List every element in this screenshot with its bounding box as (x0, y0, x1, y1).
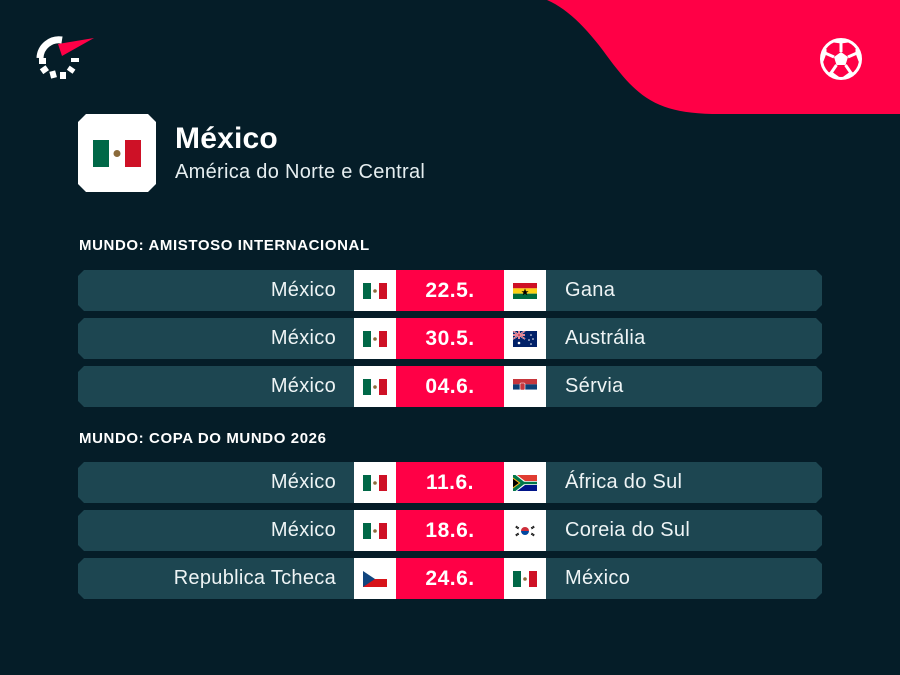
away-team: Coreia do Sul (546, 510, 822, 551)
competition-title: MUNDO: COPA DO MUNDO 2026 (79, 430, 327, 447)
away-team: Austrália (546, 318, 822, 359)
home-flag-cell (354, 510, 396, 551)
match-row[interactable]: México 18.6. Coreia do Sul (78, 510, 822, 551)
mexico-flag-icon (363, 378, 387, 395)
home-team: Republica Tcheca (78, 558, 354, 599)
soccer-ball-icon[interactable] (819, 37, 863, 81)
home-flag-cell (354, 366, 396, 407)
team-header: México América do Norte e Central (78, 114, 425, 192)
away-team: Gana (546, 270, 822, 311)
ghana-flag-icon (513, 282, 537, 299)
match-date: 11.6. (396, 462, 504, 503)
flashscore-logo-icon (36, 36, 94, 79)
mexico-flag-icon (363, 330, 387, 347)
team-region: América do Norte e Central (175, 161, 426, 183)
mexico-flag-icon (363, 522, 387, 539)
team-name: México (175, 122, 278, 155)
away-flag-cell (504, 510, 546, 551)
south-korea-flag-icon (513, 522, 537, 539)
away-flag-cell (504, 270, 546, 311)
match-row[interactable]: México 04.6. Sérvia (78, 366, 822, 407)
match-row[interactable]: Republica Tcheca 24.6. México (78, 558, 822, 599)
czech-republic-flag-icon (363, 570, 387, 587)
serbia-flag-icon (513, 378, 537, 395)
away-flag-cell (504, 366, 546, 407)
south-africa-flag-icon (513, 474, 537, 491)
mexico-flag-icon (93, 139, 141, 167)
home-flag-cell (354, 558, 396, 599)
australia-flag-icon (513, 330, 537, 347)
home-flag-cell (354, 318, 396, 359)
mexico-flag-icon (363, 282, 387, 299)
match-date: 22.5. (396, 270, 504, 311)
home-team: México (78, 366, 354, 407)
match-date: 24.6. (396, 558, 504, 599)
away-team: Sérvia (546, 366, 822, 407)
match-date: 04.6. (396, 366, 504, 407)
match-date: 18.6. (396, 510, 504, 551)
team-flag-box (78, 114, 156, 192)
mexico-flag-icon (513, 570, 537, 587)
away-flag-cell (504, 318, 546, 359)
match-row[interactable]: México 22.5. Gana (78, 270, 822, 311)
match-row[interactable]: México 30.5. Austrália (78, 318, 822, 359)
away-flag-cell (504, 558, 546, 599)
home-team: México (78, 318, 354, 359)
match-row[interactable]: México 11.6. África do Sul (78, 462, 822, 503)
mexico-flag-icon (363, 474, 387, 491)
home-team: México (78, 462, 354, 503)
header-accent-shape (547, 0, 900, 114)
home-flag-cell (354, 462, 396, 503)
home-team: México (78, 270, 354, 311)
away-team: México (546, 558, 822, 599)
match-date: 30.5. (396, 318, 504, 359)
away-team: África do Sul (546, 462, 822, 503)
away-flag-cell (504, 462, 546, 503)
competition-title: MUNDO: AMISTOSO INTERNACIONAL (79, 237, 370, 254)
home-team: México (78, 510, 354, 551)
home-flag-cell (354, 270, 396, 311)
